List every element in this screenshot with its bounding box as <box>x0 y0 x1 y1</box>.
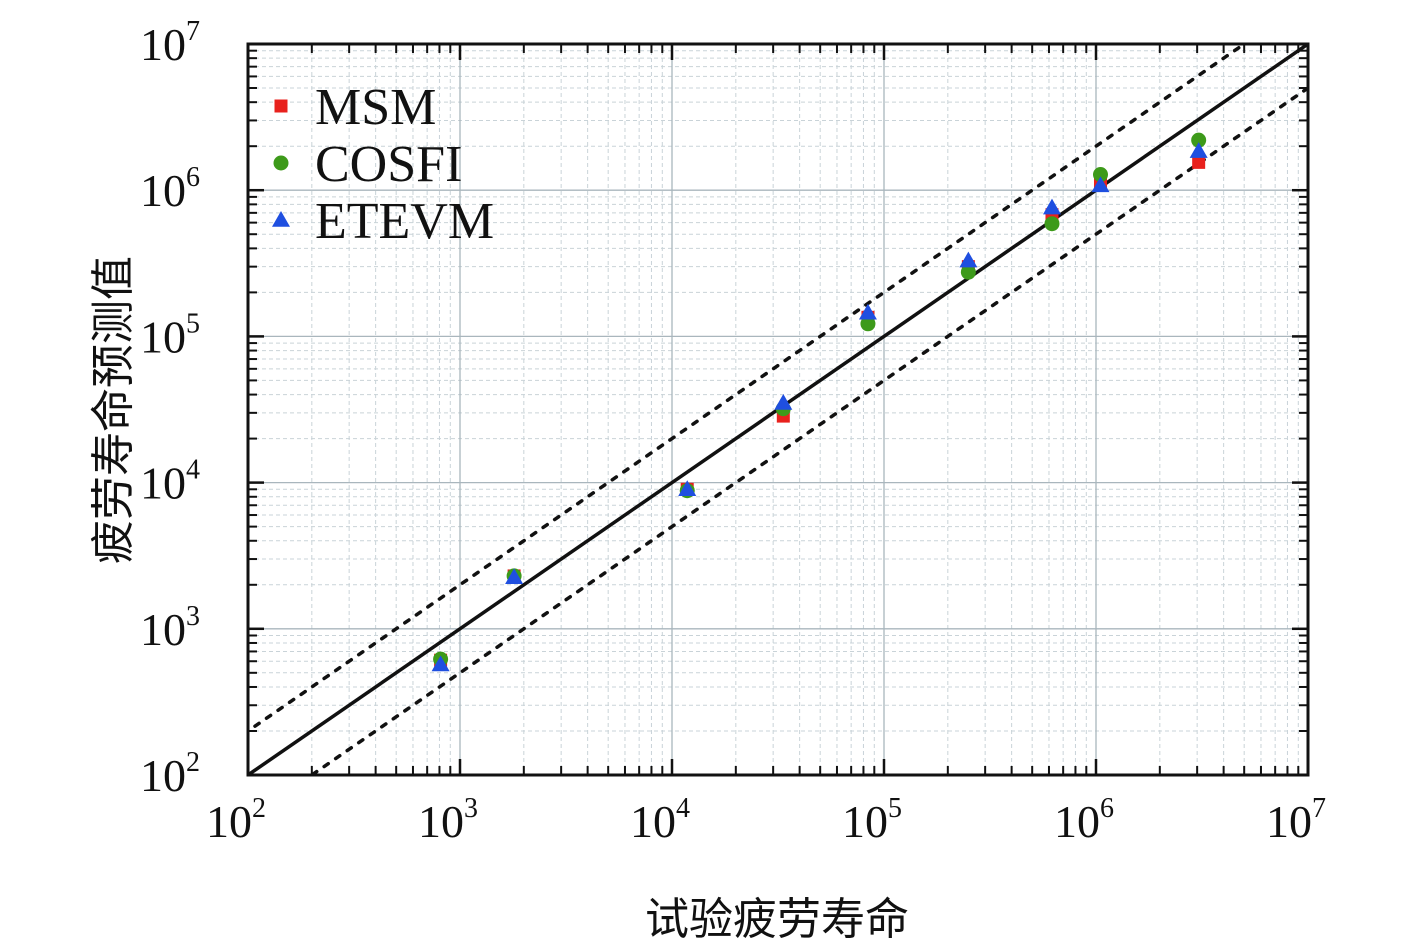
point-cosfi <box>860 316 876 332</box>
data-markers <box>431 132 1208 672</box>
x-tick-label: 106 <box>1054 793 1114 847</box>
point-etevm <box>1042 198 1061 215</box>
x-tick-label: 107 <box>1266 793 1326 847</box>
point-cosfi <box>960 264 976 280</box>
legend-marker-msm <box>274 99 288 113</box>
point-cosfi <box>1044 216 1060 232</box>
x-tick-label: 105 <box>842 793 902 847</box>
point-etevm <box>431 655 450 672</box>
point-etevm <box>858 303 877 320</box>
point-cosfi <box>1191 132 1207 148</box>
legend-label-msm: MSM <box>315 79 436 136</box>
reference-line-y=x <box>248 44 1308 775</box>
minor-grid <box>248 44 1308 775</box>
y-tick-label: 107 <box>140 16 200 70</box>
point-etevm <box>774 394 793 410</box>
legend-marker-cosfi <box>273 155 289 171</box>
legend-marker-etevm <box>272 211 290 227</box>
point-msm <box>1192 155 1206 169</box>
y-tick-label: 103 <box>140 601 200 655</box>
reference-line-factor-2-lower <box>308 85 1308 775</box>
y-tick-label: 106 <box>140 162 200 216</box>
plot-frame <box>246 42 1310 777</box>
x-tick-labels: 102 103 104 105 106 107 <box>206 793 1326 847</box>
y-tick-label: 104 <box>140 455 200 509</box>
point-etevm <box>959 251 978 268</box>
x-tick-label: 103 <box>418 793 478 847</box>
reference-line-factor-2-upper <box>248 44 1248 734</box>
point-etevm <box>1189 142 1208 158</box>
x-axis-label: 试验疲劳寿命 <box>645 894 909 945</box>
x-tick-label: 102 <box>206 793 266 847</box>
y-tick-label: 102 <box>140 747 200 801</box>
point-etevm <box>1091 176 1110 193</box>
y-tick-label: 105 <box>140 308 200 362</box>
point-cosfi <box>1092 167 1108 183</box>
legend-label-cosfi: COSFI <box>315 136 462 193</box>
point-etevm <box>505 568 524 585</box>
y-tick-labels: 102 103 104 105 106 107 <box>140 16 200 801</box>
legend-label-etevm: ETEVM <box>315 193 494 250</box>
x-tick-label: 104 <box>630 793 690 847</box>
point-etevm <box>678 480 697 497</box>
y-axis-label: 疲劳寿命预测值 <box>88 256 139 564</box>
axis-ticks <box>246 42 1310 777</box>
